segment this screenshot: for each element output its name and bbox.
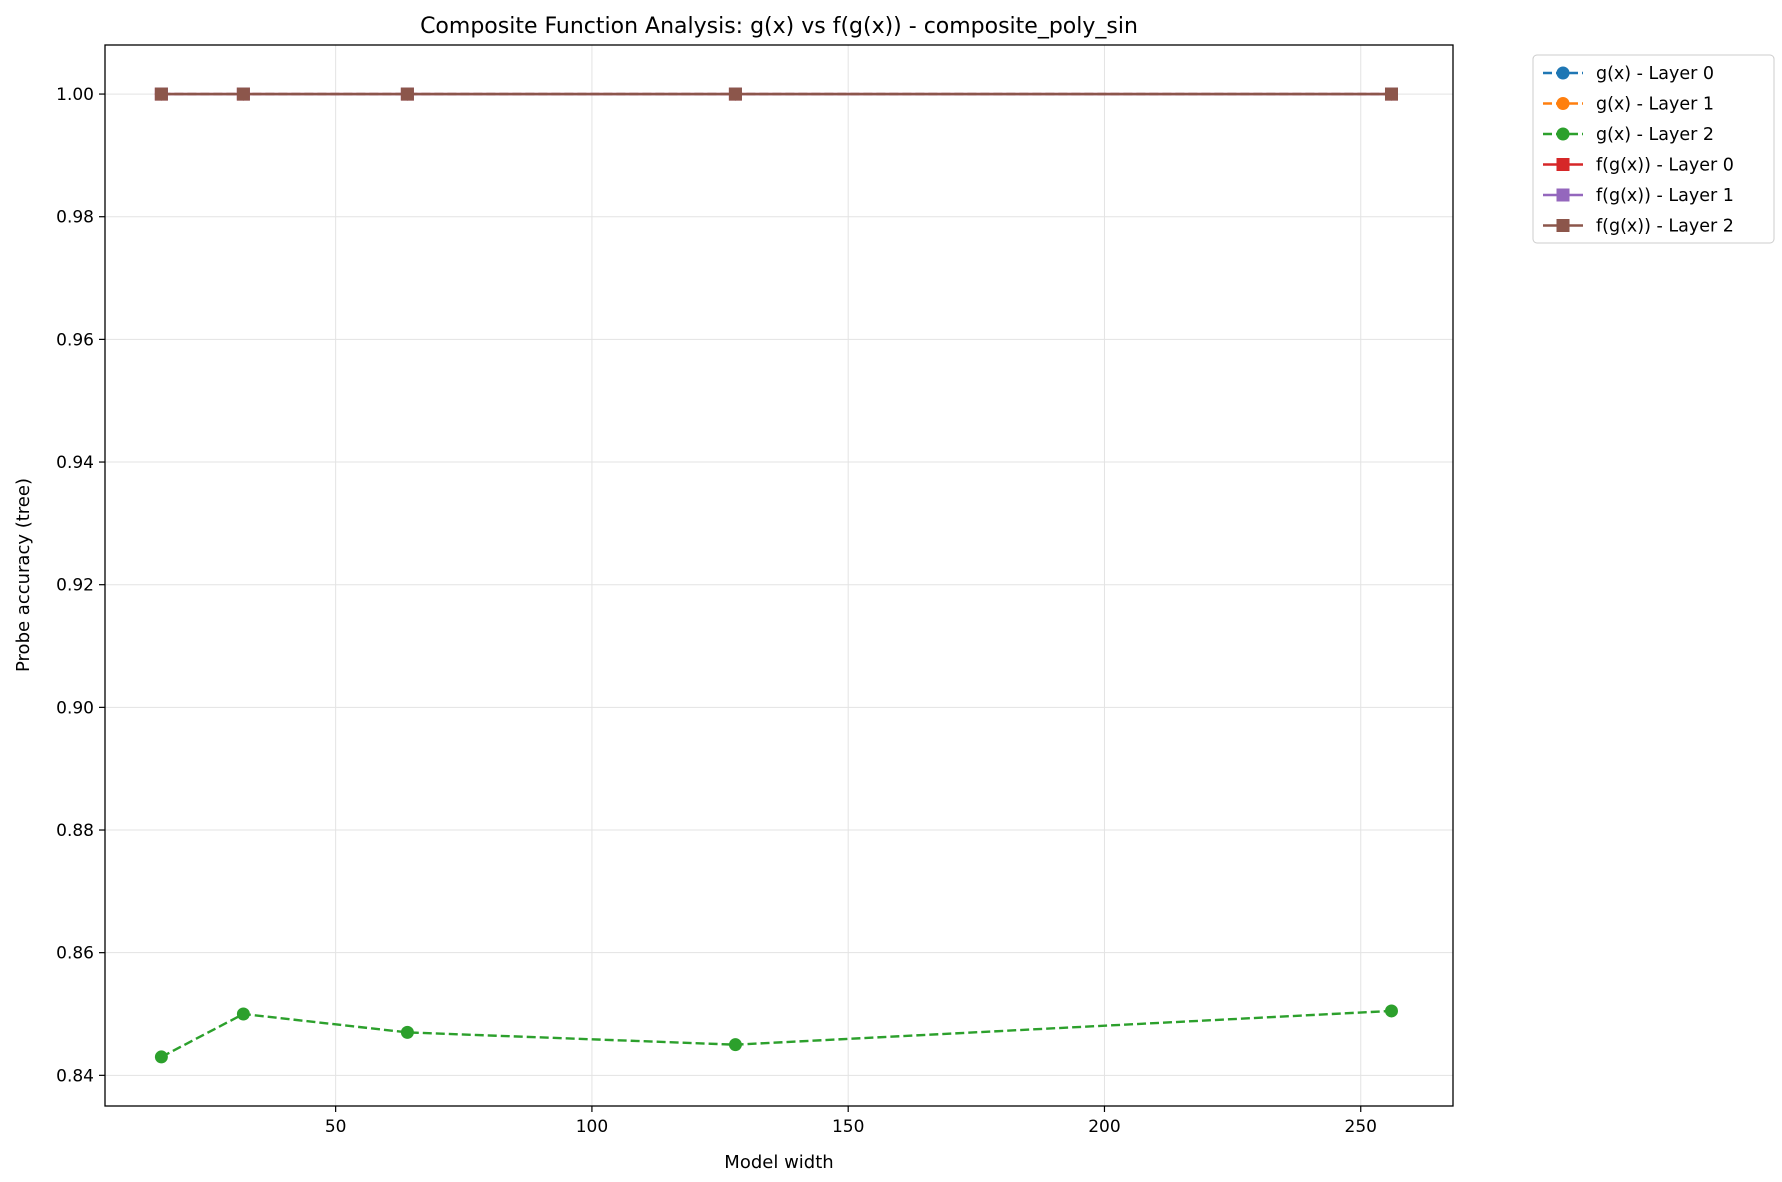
data-point: [400, 1025, 414, 1039]
data-point: [728, 1038, 742, 1052]
legend-marker: [1556, 97, 1570, 110]
grid: [105, 45, 1453, 1106]
legend-marker: [1556, 219, 1570, 232]
x-tick-label: 100: [576, 1117, 608, 1137]
legend: g(x) - Layer 0 g(x) - Layer 1 g(x) - Layer…: [1532, 54, 1775, 244]
legend-marker: [1556, 188, 1570, 202]
y-axis-title: Probe accuracy (tree): [13, 478, 34, 672]
y-tick-label: 1.00: [56, 85, 94, 105]
legend-item: g(x) - Layer 2: [1543, 125, 1714, 145]
x-axis: 50 100 150 200 250: [325, 1106, 1377, 1137]
y-axis: 0.84 0.86 0.88 0.90 0.92 0.94 0.96 0.98 1.00: [56, 85, 105, 1086]
data-point: [154, 1050, 168, 1064]
legend-label: f(g(x)) - Layer 0: [1596, 156, 1734, 176]
data-point: [236, 87, 250, 101]
legend-marker: [1556, 66, 1570, 80]
y-tick-label: 0.98: [56, 208, 94, 228]
series-2: [154, 1004, 1398, 1064]
y-tick-label: 0.86: [56, 944, 94, 964]
series-5: [154, 87, 1398, 101]
y-tick-label: 0.88: [56, 821, 94, 841]
data-point: [154, 87, 168, 101]
y-tick-label: 0.84: [56, 1066, 94, 1086]
x-tick-label: 150: [832, 1117, 864, 1137]
legend-frame: [1532, 54, 1775, 244]
legend-marker: [1556, 127, 1570, 141]
x-tick-label: 50: [325, 1117, 347, 1137]
legend-item: f(g(x)) - Layer 2: [1543, 217, 1734, 237]
chart-title: Composite Function Analysis: g(x) vs f(g…: [420, 14, 1138, 39]
y-tick-label: 0.90: [56, 698, 94, 718]
plot-frame: [104, 44, 1454, 1107]
data-point: [728, 87, 742, 101]
legend-item: g(x) - Layer 1: [1543, 95, 1714, 115]
series-line: [160, 1009, 1392, 1058]
series-layer: [154, 87, 1398, 1064]
x-tick-label: 200: [1088, 1117, 1120, 1137]
data-point: [236, 1007, 250, 1021]
legend-marker: [1556, 158, 1570, 171]
y-tick-label: 0.94: [56, 453, 94, 473]
x-tick-label: 250: [1345, 1117, 1377, 1137]
legend-label: f(g(x)) - Layer 1: [1596, 186, 1734, 206]
y-tick-label: 0.96: [56, 330, 94, 350]
legend-label: g(x) - Layer 2: [1596, 125, 1714, 145]
legend-item: f(g(x)) - Layer 0: [1543, 156, 1734, 176]
legend-item: f(g(x)) - Layer 1: [1543, 186, 1734, 206]
legend-item: g(x) - Layer 0: [1543, 64, 1714, 84]
legend-label: f(g(x)) - Layer 2: [1596, 217, 1734, 237]
y-tick-label: 0.92: [56, 576, 94, 596]
data-point: [400, 87, 414, 101]
data-point: [1384, 1004, 1398, 1018]
x-axis-title: Model width: [724, 1152, 833, 1173]
data-point: [1384, 87, 1398, 101]
legend-label: g(x) - Layer 1: [1596, 95, 1714, 115]
legend-label: g(x) - Layer 0: [1596, 64, 1714, 84]
